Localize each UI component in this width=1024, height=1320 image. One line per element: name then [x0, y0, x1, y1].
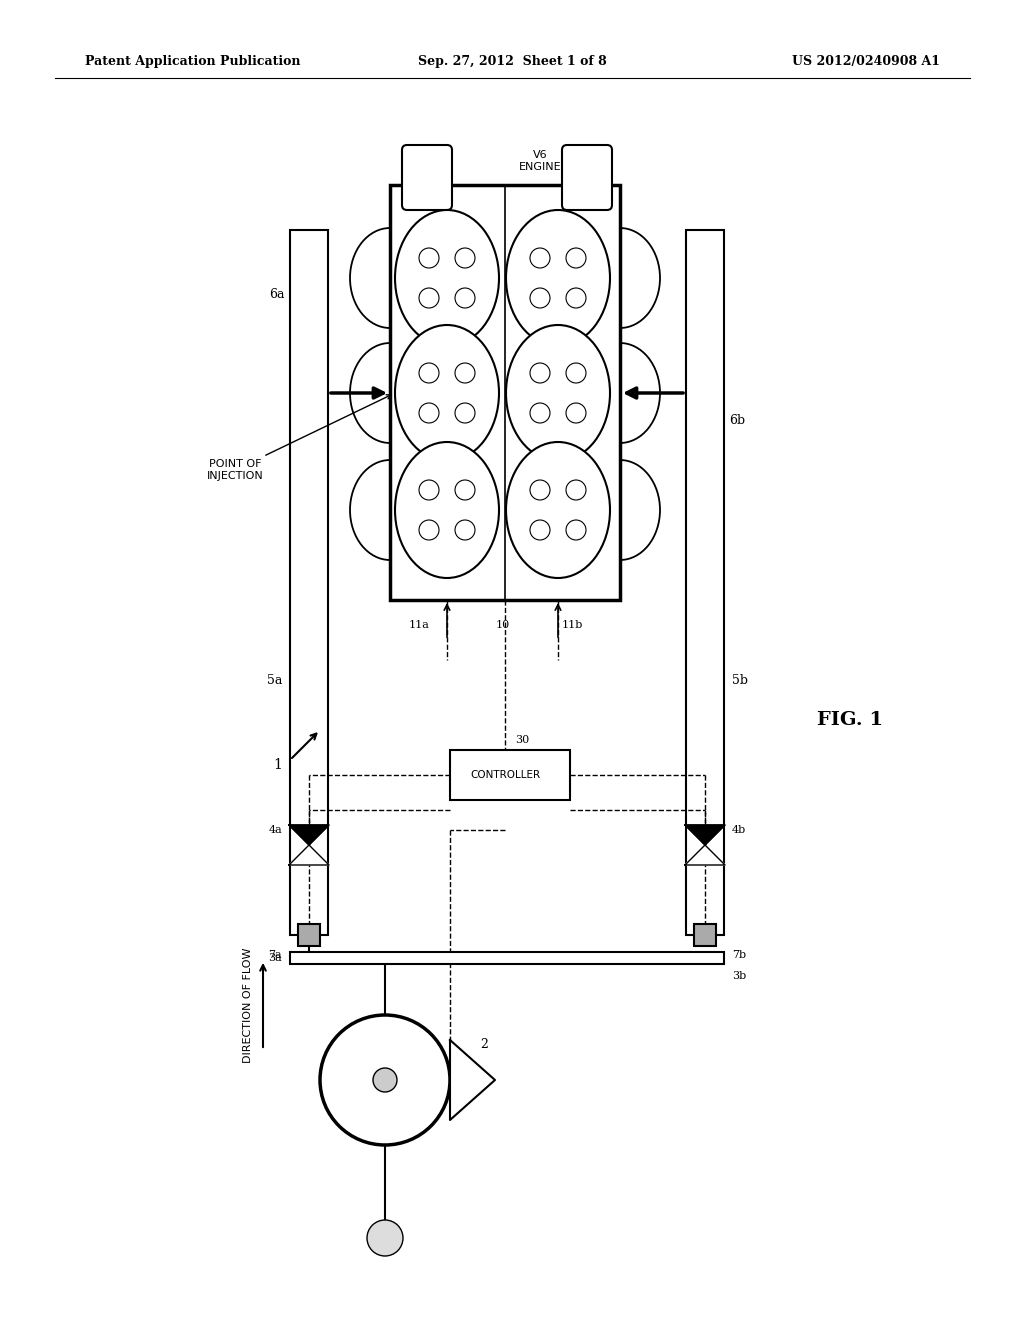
- Text: 5a: 5a: [266, 673, 282, 686]
- Circle shape: [566, 363, 586, 383]
- Text: 11b: 11b: [562, 620, 584, 630]
- Ellipse shape: [395, 210, 499, 346]
- Polygon shape: [450, 1040, 495, 1119]
- Text: FIG. 1: FIG. 1: [817, 711, 883, 729]
- Text: 11a: 11a: [410, 620, 430, 630]
- Ellipse shape: [506, 442, 610, 578]
- Text: 6a: 6a: [269, 289, 285, 301]
- Text: 10: 10: [496, 620, 510, 630]
- Polygon shape: [289, 825, 329, 845]
- Circle shape: [419, 520, 439, 540]
- Circle shape: [419, 288, 439, 308]
- Text: 1: 1: [273, 758, 283, 772]
- Circle shape: [530, 520, 550, 540]
- Circle shape: [566, 520, 586, 540]
- Text: 4b: 4b: [732, 825, 746, 836]
- Bar: [450, 750, 570, 800]
- Polygon shape: [289, 845, 329, 865]
- Text: 2: 2: [480, 1039, 487, 1052]
- Text: 7b: 7b: [732, 950, 746, 960]
- Circle shape: [566, 248, 586, 268]
- Circle shape: [530, 363, 550, 383]
- Circle shape: [530, 288, 550, 308]
- Text: 4a: 4a: [268, 825, 282, 836]
- Circle shape: [530, 403, 550, 422]
- Text: 7a: 7a: [268, 950, 282, 960]
- Bar: [390, 185, 620, 601]
- Polygon shape: [685, 845, 725, 865]
- Circle shape: [566, 288, 586, 308]
- Circle shape: [455, 403, 475, 422]
- Circle shape: [566, 403, 586, 422]
- Text: Patent Application Publication: Patent Application Publication: [85, 55, 300, 69]
- Text: 30: 30: [515, 735, 529, 744]
- Text: US 2012/0240908 A1: US 2012/0240908 A1: [792, 55, 940, 69]
- Ellipse shape: [395, 325, 499, 461]
- Text: POINT OF
INJECTION: POINT OF INJECTION: [207, 395, 391, 480]
- Circle shape: [455, 520, 475, 540]
- Circle shape: [455, 288, 475, 308]
- Bar: [694, 924, 716, 946]
- Circle shape: [530, 480, 550, 500]
- Circle shape: [419, 403, 439, 422]
- Ellipse shape: [506, 325, 610, 461]
- Polygon shape: [685, 825, 725, 845]
- Text: CONTROLLER: CONTROLLER: [470, 770, 540, 780]
- Circle shape: [419, 363, 439, 383]
- Ellipse shape: [506, 210, 610, 346]
- FancyBboxPatch shape: [402, 145, 452, 210]
- FancyBboxPatch shape: [562, 145, 612, 210]
- Circle shape: [566, 480, 586, 500]
- Text: 3b: 3b: [732, 972, 746, 981]
- Text: Sep. 27, 2012  Sheet 1 of 8: Sep. 27, 2012 Sheet 1 of 8: [418, 55, 606, 69]
- Bar: [290, 230, 328, 935]
- Circle shape: [455, 363, 475, 383]
- Circle shape: [367, 1220, 403, 1257]
- Text: V6
ENGINE: V6 ENGINE: [519, 150, 561, 172]
- Text: DIRECTION OF FLOW: DIRECTION OF FLOW: [243, 948, 253, 1063]
- Circle shape: [419, 248, 439, 268]
- Text: 6b: 6b: [729, 413, 745, 426]
- Circle shape: [419, 480, 439, 500]
- Ellipse shape: [395, 442, 499, 578]
- Circle shape: [455, 480, 475, 500]
- Circle shape: [455, 248, 475, 268]
- Bar: [686, 230, 724, 935]
- Bar: [290, 952, 724, 964]
- Text: 3a: 3a: [268, 953, 282, 964]
- Circle shape: [530, 248, 550, 268]
- Text: 5b: 5b: [732, 673, 748, 686]
- Circle shape: [319, 1015, 450, 1144]
- Bar: [298, 924, 319, 946]
- Circle shape: [373, 1068, 397, 1092]
